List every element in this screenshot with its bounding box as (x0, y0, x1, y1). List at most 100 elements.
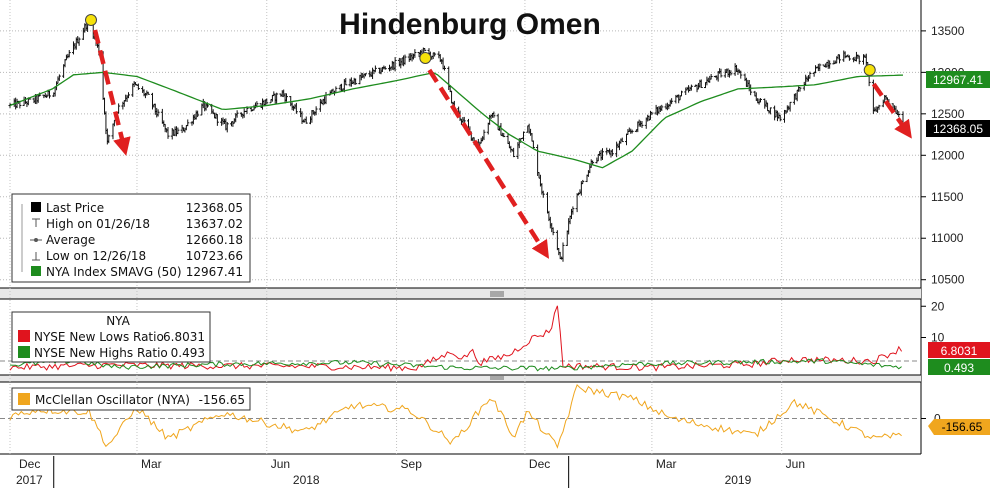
new-highs-line (9, 358, 902, 372)
lows-value-tag-text: 6.8031 (941, 344, 978, 358)
oscillator-line (9, 384, 902, 449)
legend-value: 13637.02 (186, 217, 243, 231)
price-bar (354, 78, 358, 85)
highs-value-tag: 0.493 (928, 359, 990, 375)
price-bar (788, 101, 792, 112)
price-bar (857, 55, 861, 65)
sma-line (9, 71, 904, 169)
y-tick-label: 12500 (931, 107, 965, 121)
splitter-grip-2 (490, 376, 504, 380)
legend-row-high: High on 01/26/18 13637.02 (32, 217, 243, 231)
signal-arrow (871, 82, 912, 139)
price-bar (146, 91, 150, 95)
highs-value-tag-text: 0.493 (944, 361, 974, 375)
panel-frames (0, 0, 922, 455)
price-bar (877, 104, 881, 110)
legend-main[interactable]: Last Price 12368.05 High on 01/26/18 136… (11, 193, 251, 283)
price-bar (561, 242, 565, 262)
x-month-label: Jun (271, 457, 290, 471)
price-bar (759, 98, 763, 103)
price-bar (77, 37, 81, 46)
legend-value: 0.493 (171, 346, 205, 360)
y-tick-label: 20 (931, 299, 945, 313)
price-bar (423, 48, 427, 52)
price-bar (285, 93, 289, 102)
price-bar (48, 90, 52, 99)
y-tick-label: 12000 (931, 148, 965, 162)
price-bar (127, 92, 131, 99)
price-bar (57, 74, 61, 81)
red-square-icon (18, 330, 30, 342)
price-bar (136, 83, 140, 90)
price-bar (828, 60, 832, 69)
legend-osc[interactable]: McClellan Oscillator (NYA) -156.65 (11, 387, 251, 411)
high-marker-icon (32, 218, 40, 227)
chart-title: Hindenburg Omen (339, 8, 601, 41)
green-square-icon (18, 346, 30, 358)
price-bar (591, 160, 595, 165)
price-bar (156, 109, 160, 117)
price-bar (107, 134, 111, 144)
new-highs-series (9, 358, 902, 372)
price-bar (601, 148, 605, 160)
legend-row-low: Low on 12/26/18 10723.66 (32, 249, 243, 263)
price-bar (630, 129, 634, 134)
price-bar (433, 52, 437, 57)
price-bar (709, 73, 713, 80)
price-bar (798, 87, 802, 92)
legend-ratio[interactable]: NYA NYSE New Lows Ratio 6.8031 NYSE New … (11, 311, 211, 363)
price-bar (838, 54, 842, 64)
price-bar (67, 50, 71, 58)
price-bar (403, 54, 407, 65)
legend-label: Average (46, 233, 95, 247)
price-bar (166, 126, 170, 139)
signal-peak-marker (85, 14, 98, 26)
x-month-label: Dec (19, 457, 40, 471)
price-bar (778, 114, 782, 122)
price-bar (265, 98, 269, 105)
last-value-tag-text: 12368.05 (933, 122, 983, 136)
x-year-label: 2017 (16, 473, 43, 487)
price-bar (897, 111, 901, 118)
x-year-label: 2019 (725, 473, 752, 487)
legend-value: 12368.05 (186, 201, 243, 215)
green-square-icon (31, 266, 41, 276)
solid-square-icon (31, 202, 41, 212)
price-bar (847, 55, 851, 61)
osc-value-tag-text: -156.65 (942, 420, 983, 434)
price-bar (304, 116, 308, 124)
y-tick-label: 13500 (931, 24, 965, 38)
oscillator-series (9, 384, 902, 449)
price-bar (699, 79, 703, 89)
price-bar (680, 90, 684, 97)
y-tick-label: 0 (934, 412, 941, 426)
y-tick-label: 11500 (931, 190, 964, 204)
price-bar (393, 57, 397, 72)
price-bar (640, 121, 644, 128)
x-month-label: Mar (656, 457, 677, 471)
legend-label: Low on 12/26/18 (46, 249, 146, 263)
legend-value: 12660.18 (186, 233, 243, 247)
x-month-label: Sep (401, 457, 423, 471)
price-bar (186, 119, 190, 127)
price-bar (689, 84, 693, 91)
price-bar (344, 77, 348, 86)
price-bar (541, 190, 545, 198)
panel-splitter-2[interactable] (0, 375, 921, 382)
splitter-grip-1 (490, 291, 504, 297)
price-bar (482, 129, 486, 141)
low-marker-icon (32, 252, 40, 261)
price-bar (383, 66, 387, 70)
panel-splitter-1[interactable] (0, 288, 921, 299)
lows-value-tag: 6.8031 (928, 342, 990, 358)
legend-row-last-price: Last Price 12368.05 (31, 201, 243, 215)
sma-series (9, 71, 904, 169)
price-bar (492, 111, 496, 118)
price-bar (502, 132, 506, 138)
x-axis: Dec Mar Jun Sep Dec Mar Jun 2017 2018 2019 (16, 456, 805, 488)
x-month-label: Dec (529, 457, 550, 471)
price-bar (443, 65, 447, 71)
legend-value: 12967.41 (186, 265, 243, 279)
price-bar (225, 121, 229, 133)
price-bar (551, 227, 555, 236)
